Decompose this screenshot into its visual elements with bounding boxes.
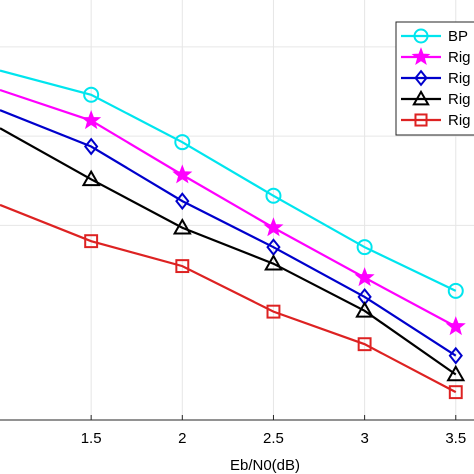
legend-entry: Rig [401, 89, 471, 108]
legend: BP Rig Rig Rig Rig [395, 21, 474, 136]
data-point-triangle [355, 301, 375, 318]
data-point-square [266, 304, 281, 319]
series-line [0, 109, 457, 357]
data-point-square [175, 259, 190, 274]
x-tick-label: 1.5 [81, 430, 102, 447]
legend-label: Rig [448, 91, 471, 108]
x-tick-label: 3.5 [445, 430, 466, 447]
series-line [0, 88, 457, 328]
data-point-square [357, 337, 372, 352]
data-point-circle [174, 134, 191, 151]
data-point-square [448, 385, 463, 400]
legend-label: BP [448, 28, 468, 45]
data-point-star [81, 110, 102, 130]
data-point-diamond [83, 137, 99, 156]
series-3 [0, 109, 463, 365]
series-2 [0, 88, 466, 336]
x-tick-label: 2 [178, 430, 186, 447]
data-point-triangle [81, 169, 101, 187]
series-5 [0, 203, 463, 400]
data-point-diamond [175, 192, 190, 211]
legend-entry: BP [401, 28, 468, 45]
legend-label: Rig [448, 112, 471, 129]
data-point-square [84, 234, 99, 249]
series-line [0, 203, 457, 394]
data-point-diamond [414, 69, 428, 87]
data-point-circle [265, 187, 282, 204]
series-line [0, 69, 457, 292]
data-point-diamond [448, 346, 463, 365]
series-4 [0, 127, 466, 382]
data-point-square [414, 113, 428, 127]
series-line [0, 127, 457, 376]
series-1 [0, 69, 464, 299]
data-point-star [354, 267, 375, 287]
legend-entry: Rig [401, 69, 471, 87]
legend-entry: Rig [401, 112, 471, 129]
data-point-star [172, 164, 193, 184]
axes [0, 415, 474, 421]
data-point-triangle [172, 218, 192, 235]
data-point-star [263, 217, 284, 237]
data-point-triangle [446, 364, 466, 382]
data-point-star [411, 47, 431, 65]
data-point-circle [356, 239, 373, 256]
series-lines [0, 69, 466, 400]
legend-entry: Rig [401, 47, 471, 66]
legend-label: Rig [448, 70, 471, 87]
data-point-circle [413, 28, 429, 44]
data-point-triangle [264, 253, 283, 271]
legend-label: Rig [448, 49, 471, 66]
x-tick-label: 2.5 [263, 430, 284, 447]
x-tick-label: 3 [360, 430, 368, 447]
data-point-circle [83, 86, 100, 103]
data-point-triangle [412, 89, 430, 106]
data-point-star [445, 316, 466, 336]
data-point-circle [447, 282, 464, 299]
x-axis-label: Eb/N0(dB) [230, 457, 300, 474]
x-tick-labels: 1.5 2 2.5 3 3.5 [81, 430, 466, 447]
